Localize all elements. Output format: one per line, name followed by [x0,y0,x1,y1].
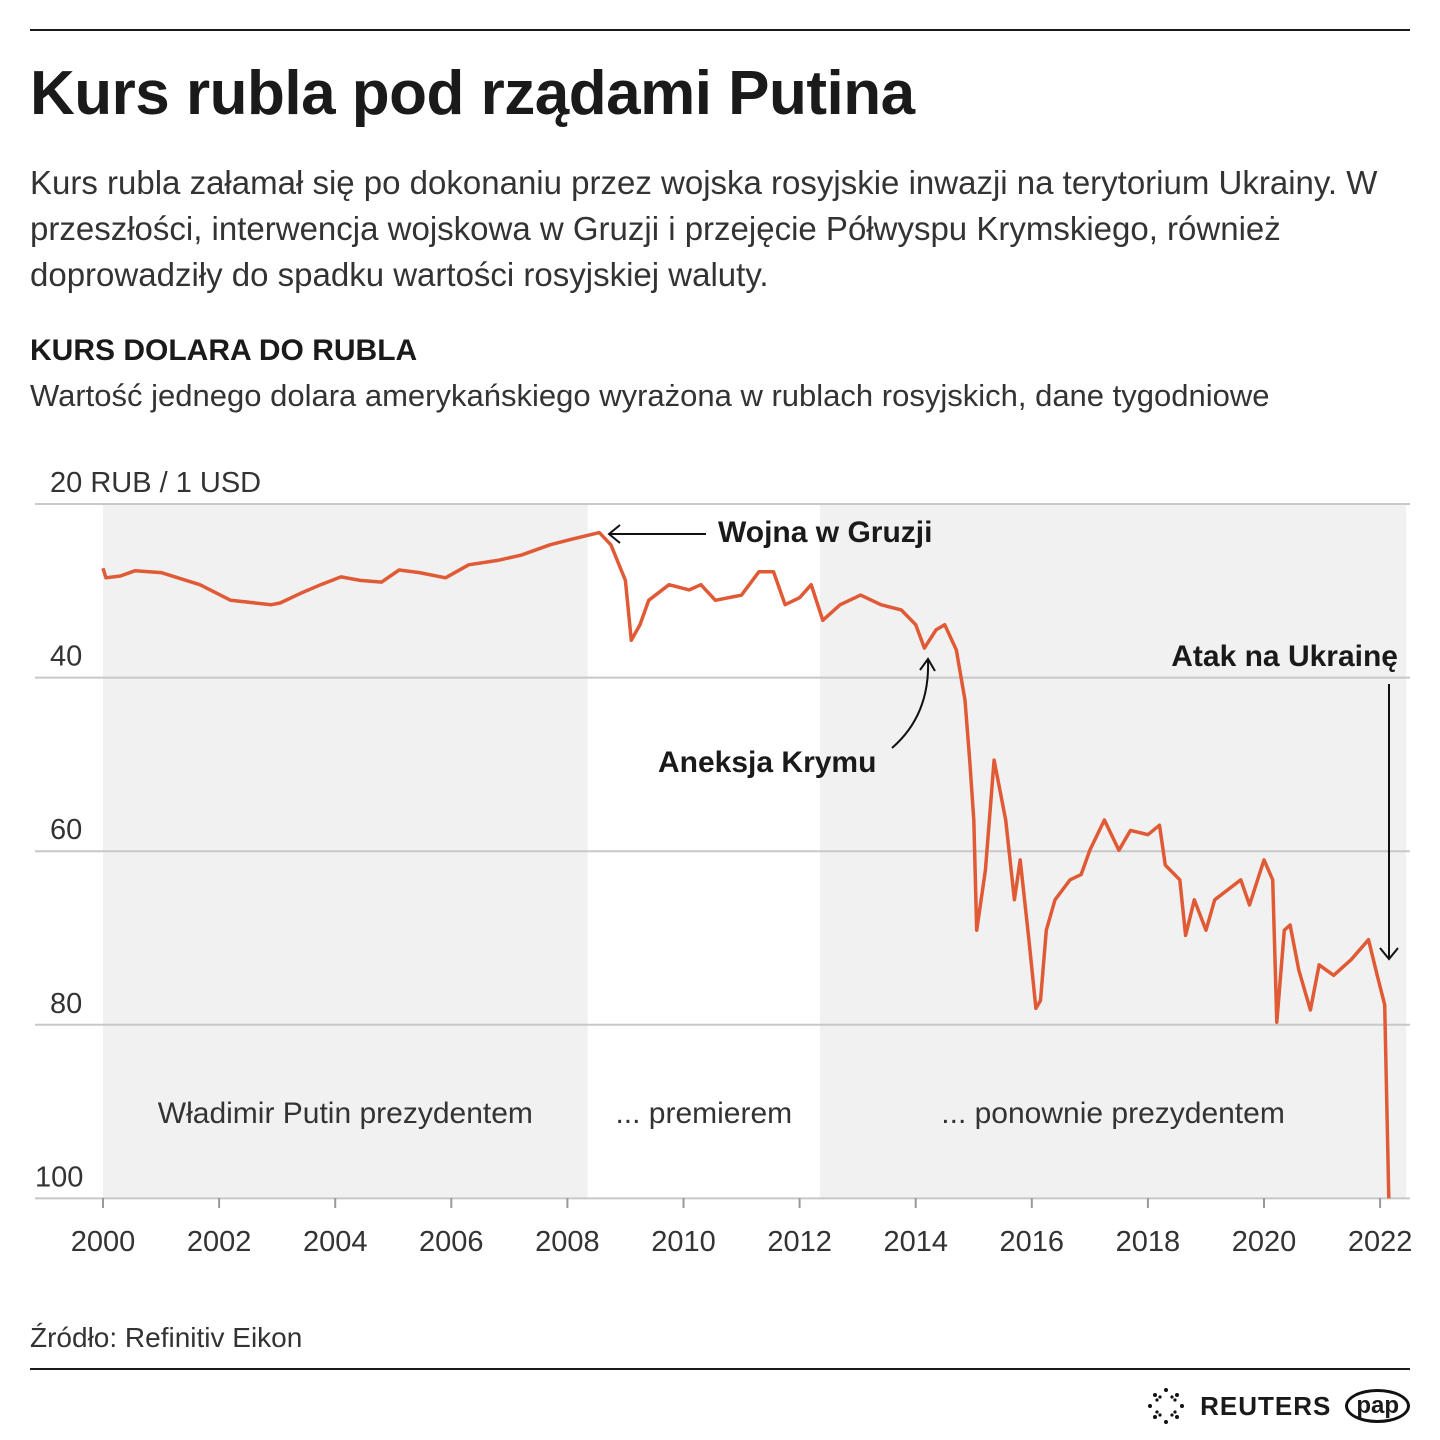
x-tick-label: 2008 [535,1226,600,1258]
x-tick-label: 2014 [883,1226,948,1258]
x-tick-label: 2006 [419,1226,484,1258]
logos: REUTERS pap [1146,1386,1410,1426]
y-tick-label: 20 RUB / 1 USD [50,467,261,499]
line-chart: Władimir Putin prezydentem ... premierem.… [35,467,1413,1258]
pap-logo: pap [1345,1389,1410,1423]
ukraine-arrow-head [1379,947,1399,961]
y-tick-label: 100 [35,1161,83,1193]
x-tick-label: 2000 [71,1226,136,1258]
annotation-georgia: Wojna w Gruzji [718,516,932,549]
x-tick-label: 2002 [187,1226,252,1258]
rub-usd-series-line [101,530,1391,1199]
top-rule [30,29,1410,31]
y-tick-label: 80 [50,988,82,1020]
page-title: Kurs rubla pod rządami Putina [30,59,915,128]
bottom-rule [30,1368,1410,1370]
x-tick-label: 2012 [767,1226,832,1258]
x-tick-label: 2016 [1000,1226,1065,1258]
x-tick-label: 2020 [1232,1226,1297,1258]
reuters-logo-icon [1148,1388,1185,1424]
source-note: Źródło: Refinitiv Eikon [30,1322,303,1353]
x-tick-label: 2010 [651,1226,716,1258]
chart-title: KURS DOLARA DO RUBLA [30,334,418,367]
x-tick-label: 2004 [303,1226,368,1258]
y-tick-label: 60 [50,814,82,846]
x-tick-label: 2018 [1116,1226,1181,1258]
period-label: Władimir Putin prezydentem [158,1097,533,1130]
x-tick-label: 2022 [1348,1226,1413,1258]
period-label: ... premierem [615,1097,792,1130]
chart-subtitle: Wartość jednego dolara amerykańskiego wy… [30,378,1270,413]
y-tick-label: 40 [50,641,82,673]
annotation-crimea: Aneksja Krymu [658,746,876,779]
crimea-arrow-head [919,657,936,672]
reuters-logo-text: REUTERS [1200,1390,1332,1421]
lead-text: Kurs rubla załamał się po dokonaniu prze… [30,164,1378,293]
period-label: ... ponownie prezydentem [941,1097,1285,1130]
annotation-ukraine: Atak na Ukrainę [1171,640,1398,673]
georgia-arrow-head [607,524,621,544]
crimea-arrow-shaft [891,659,930,749]
